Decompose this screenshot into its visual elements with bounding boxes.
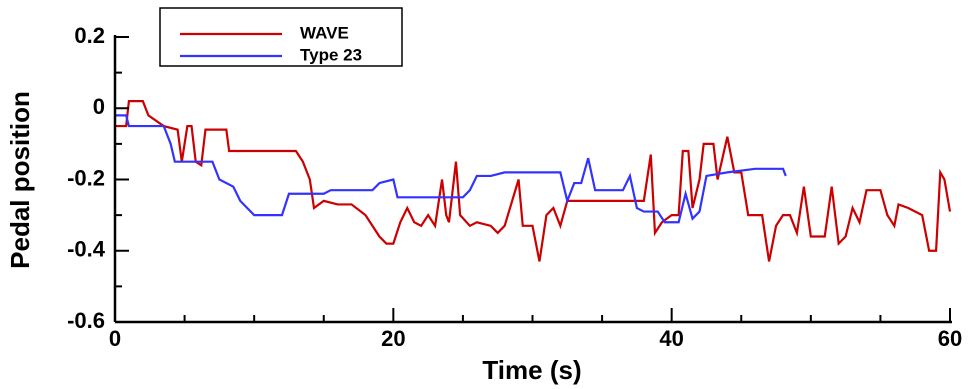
series-line [115, 114, 787, 224]
x-tick-label: 60 [938, 326, 962, 351]
x-tick-label: 20 [381, 326, 405, 351]
legend-text: WAVE [300, 23, 349, 42]
y-tick-label: 0.2 [74, 23, 105, 48]
series-line [115, 100, 952, 262]
y-tick-label: 0 [93, 94, 105, 119]
legend-box [159, 7, 403, 67]
legend-text: Type 23 [300, 45, 362, 64]
x-tick-label: 0 [109, 326, 121, 351]
x-tick-label: 40 [659, 326, 683, 351]
y-tick-label: -0.2 [67, 165, 105, 190]
y-axis-label: Pedal position [5, 91, 35, 269]
y-tick-label: -0.4 [67, 237, 106, 262]
x-axis-label: Time (s) [482, 355, 581, 385]
y-tick-label: -0.6 [67, 308, 105, 333]
